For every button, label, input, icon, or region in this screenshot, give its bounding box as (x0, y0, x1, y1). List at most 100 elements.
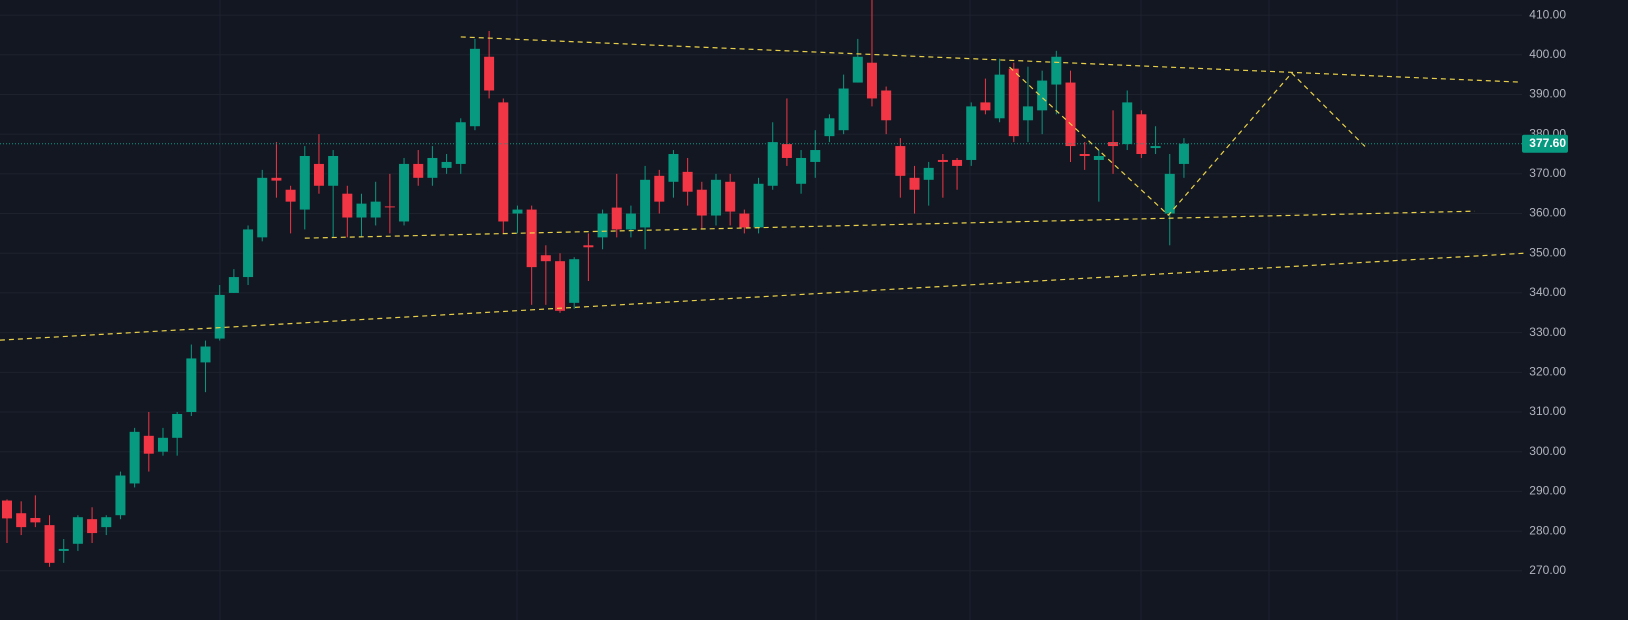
candle-body (243, 229, 254, 278)
y-tick-label: 270.00 (1529, 563, 1566, 577)
candle-body (625, 213, 636, 230)
candle-body (1065, 82, 1076, 147)
candle-body (1093, 155, 1104, 160)
candle-body (1164, 173, 1175, 214)
candle-body (186, 358, 197, 413)
candle-body (739, 213, 750, 228)
y-tick-label: 300.00 (1529, 444, 1566, 458)
candle-body (87, 519, 98, 534)
candle-body (767, 142, 778, 186)
candle-body (101, 517, 112, 528)
candle-body (469, 48, 480, 127)
candle-body (1150, 146, 1161, 149)
candle-body (44, 525, 55, 563)
candle-body (72, 517, 83, 544)
candle-body (909, 177, 920, 190)
candle-body (1051, 56, 1062, 85)
candle-body (271, 177, 282, 181)
candle-body (540, 255, 551, 262)
candle-body (711, 179, 721, 216)
y-tick-label: 320.00 (1529, 364, 1566, 378)
candle-body (1122, 102, 1133, 145)
candle-body (1178, 143, 1189, 164)
candle-body (980, 102, 991, 111)
candle-body (937, 159, 948, 162)
candle-body (441, 161, 452, 168)
candle-body (313, 163, 324, 186)
candle-body (753, 183, 764, 228)
y-tick-label: 340.00 (1529, 285, 1566, 299)
candle-body (1136, 114, 1147, 155)
candle-body (200, 346, 211, 363)
candle-body (498, 102, 509, 222)
candle-body (512, 209, 523, 214)
candle-body (526, 209, 537, 268)
candle-body (866, 62, 877, 99)
candle-body (285, 189, 296, 202)
candle-body (611, 207, 622, 230)
candle-body (952, 159, 963, 166)
y-tick-label: 350.00 (1529, 245, 1566, 259)
candle-body (696, 189, 707, 216)
y-tick-label: 410.00 (1529, 7, 1566, 21)
trendline (0, 252, 1525, 341)
candle-body (129, 431, 140, 484)
candle-body (1079, 154, 1090, 156)
candle-body (384, 206, 395, 208)
candle-body (356, 203, 367, 218)
candle-body (115, 475, 126, 516)
trendline (460, 36, 1522, 83)
candle-body (725, 181, 736, 212)
candle-body (597, 213, 608, 238)
last-price-label: 377.60 (1529, 136, 1566, 150)
candle-body (484, 56, 495, 91)
candle-body (654, 175, 665, 202)
y-tick-label: 280.00 (1529, 523, 1566, 537)
candle-body (895, 146, 906, 176)
candle-body (1008, 68, 1019, 137)
candle-body (682, 171, 693, 192)
candle-body (399, 163, 410, 222)
candle-body (881, 90, 892, 121)
candle-body (413, 163, 424, 178)
candle-body (228, 277, 239, 293)
candle-body (30, 517, 41, 523)
candle-body (1022, 106, 1033, 121)
candle-body (370, 201, 381, 218)
candle-body (824, 118, 835, 137)
candle-body (157, 437, 168, 452)
y-tick-label: 390.00 (1529, 87, 1566, 101)
candle-body (455, 122, 466, 164)
candle-body (583, 245, 594, 248)
candle-body (569, 259, 580, 303)
candle-body (796, 157, 807, 184)
candle-body (299, 155, 310, 210)
candle-body (172, 413, 183, 438)
candle-body (923, 167, 934, 180)
last-price-box (1522, 134, 1568, 153)
candle-body (668, 154, 679, 182)
candle-body (640, 179, 651, 228)
y-tick-label: 330.00 (1529, 325, 1566, 339)
candle-body (257, 177, 268, 238)
candle-body (143, 435, 154, 454)
candle-body (214, 294, 225, 339)
candle-body (852, 56, 863, 83)
candle-body (1037, 80, 1048, 111)
candle-body (2, 500, 12, 519)
candle-body (994, 74, 1005, 119)
candle-body (555, 261, 566, 311)
trendline (1009, 66, 1366, 216)
y-tick-label: 370.00 (1529, 166, 1566, 180)
y-tick-label: 310.00 (1529, 404, 1566, 418)
candle-body (781, 144, 792, 158)
candle-body (966, 106, 977, 160)
y-tick-label: 400.00 (1529, 47, 1566, 61)
trendline (304, 210, 1475, 239)
candle-body (16, 513, 27, 528)
candle-body (427, 157, 438, 178)
candle-body (838, 88, 849, 131)
candle-body (810, 150, 821, 162)
